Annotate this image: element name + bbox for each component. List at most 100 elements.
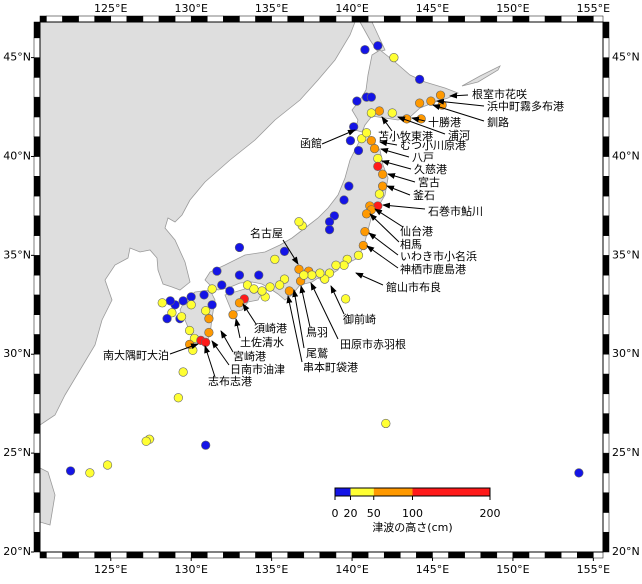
lat-tick-label: 35°N bbox=[3, 248, 31, 261]
frame-bar bbox=[303, 551, 321, 559]
station-label: 浦河 bbox=[448, 129, 470, 142]
arrow bbox=[292, 289, 305, 349]
frame-bar bbox=[602, 235, 610, 256]
arrow bbox=[330, 285, 345, 315]
arrow bbox=[369, 213, 400, 243]
arrow bbox=[299, 285, 311, 328]
station-dot bbox=[315, 268, 325, 278]
frame-bar bbox=[33, 452, 41, 474]
frame-bar bbox=[33, 274, 41, 296]
frame-bar bbox=[33, 314, 41, 335]
station-dot bbox=[234, 270, 245, 280]
station-dot bbox=[102, 460, 113, 470]
frame-bar bbox=[174, 551, 192, 559]
station-dot bbox=[353, 250, 364, 260]
frame-bar bbox=[255, 15, 272, 23]
frame-bar bbox=[602, 215, 610, 236]
station-dot bbox=[349, 122, 359, 132]
station-dot bbox=[173, 393, 183, 403]
station-dot bbox=[341, 294, 351, 304]
frame-bar bbox=[432, 551, 449, 559]
frame-bar bbox=[62, 15, 79, 23]
arrow bbox=[432, 104, 485, 122]
frame-bar bbox=[33, 37, 41, 58]
station-dot bbox=[387, 108, 397, 118]
station-dot bbox=[186, 292, 196, 302]
station-dot bbox=[378, 169, 388, 179]
frame-bar bbox=[33, 215, 41, 236]
colorbar-tick-label: 0 bbox=[332, 507, 339, 520]
station-dot bbox=[324, 225, 335, 235]
station-dot bbox=[373, 41, 383, 51]
station-label: 志布志港 bbox=[208, 375, 252, 388]
frame-bar bbox=[33, 472, 41, 493]
frame-bar bbox=[602, 353, 610, 375]
frame-bar bbox=[223, 15, 240, 23]
station-dot bbox=[378, 181, 388, 191]
station-dot bbox=[265, 282, 275, 292]
frame-bar bbox=[593, 551, 604, 559]
station-label: 宮古 bbox=[418, 175, 440, 189]
lat-tick-label: 20°N bbox=[612, 545, 640, 558]
station-dot bbox=[329, 211, 339, 221]
arrow bbox=[169, 343, 199, 355]
station-dot bbox=[358, 240, 368, 251]
station-dot bbox=[65, 466, 76, 476]
frame-bar bbox=[496, 15, 514, 23]
frame-bar bbox=[33, 96, 41, 118]
frame-bar bbox=[33, 492, 41, 513]
colorbar-tick-label: 100 bbox=[402, 507, 423, 520]
frame-bar bbox=[207, 551, 224, 559]
frame-bar bbox=[602, 314, 610, 335]
arrow bbox=[381, 116, 393, 132]
station-dot bbox=[254, 270, 264, 280]
frame-bar bbox=[602, 156, 610, 177]
station-dot bbox=[369, 143, 380, 154]
frame-bar bbox=[544, 15, 562, 23]
frame-bar bbox=[602, 492, 610, 513]
frame-bar bbox=[432, 15, 449, 23]
frame-bar bbox=[33, 57, 41, 78]
colorbar-tick-label: 50 bbox=[367, 507, 381, 520]
frame-bar bbox=[602, 195, 610, 217]
lon-tick-label: 125°E bbox=[94, 2, 127, 15]
station-dot bbox=[324, 268, 335, 278]
lon-tick-label: 150°E bbox=[496, 2, 529, 15]
station-dot bbox=[270, 254, 280, 264]
arrow bbox=[380, 148, 410, 158]
lon-tick-label: 150°E bbox=[496, 563, 529, 576]
station-dot bbox=[207, 284, 217, 294]
frame-bar bbox=[448, 551, 465, 559]
station-dot bbox=[279, 246, 290, 257]
station-dot bbox=[157, 298, 167, 308]
station-dot bbox=[389, 52, 399, 63]
frame-bar bbox=[271, 551, 288, 559]
station-label: 相馬 bbox=[400, 238, 422, 251]
station-dot bbox=[204, 314, 214, 324]
frame-bar bbox=[46, 551, 63, 559]
frame-bar bbox=[602, 472, 610, 493]
frame-bar bbox=[602, 255, 610, 276]
frame-bar bbox=[512, 551, 530, 559]
station-dot bbox=[178, 367, 188, 377]
frame-bar bbox=[158, 15, 176, 23]
arrow bbox=[411, 116, 426, 123]
station-dot bbox=[186, 300, 196, 310]
colorbar-segment bbox=[335, 488, 351, 496]
frame-bar bbox=[528, 15, 546, 23]
station-label: 神栖市鹿島港 bbox=[400, 262, 466, 276]
frame-bar bbox=[416, 551, 433, 559]
station-dot bbox=[366, 136, 376, 146]
station-label: 根室市花咲 bbox=[472, 87, 527, 101]
station-dot bbox=[207, 300, 217, 310]
station-dot bbox=[234, 242, 245, 253]
station-dot bbox=[357, 134, 367, 144]
frame-bar bbox=[496, 551, 514, 559]
frame-bar bbox=[335, 15, 353, 23]
frame-bar bbox=[207, 15, 224, 23]
station-dot bbox=[415, 74, 425, 84]
frame-bar bbox=[174, 15, 192, 23]
arrow bbox=[366, 245, 399, 269]
frame-bar bbox=[602, 176, 610, 197]
